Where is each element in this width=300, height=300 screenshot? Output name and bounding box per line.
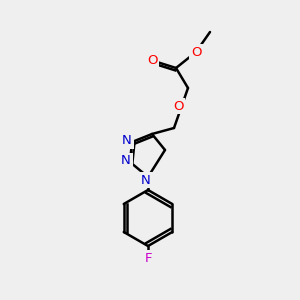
- Text: N: N: [141, 173, 151, 187]
- Text: O: O: [191, 46, 201, 59]
- Text: O: O: [173, 100, 183, 112]
- Text: O: O: [147, 53, 157, 67]
- Text: F: F: [144, 251, 152, 265]
- Text: N: N: [121, 154, 131, 167]
- Text: N: N: [122, 134, 132, 148]
